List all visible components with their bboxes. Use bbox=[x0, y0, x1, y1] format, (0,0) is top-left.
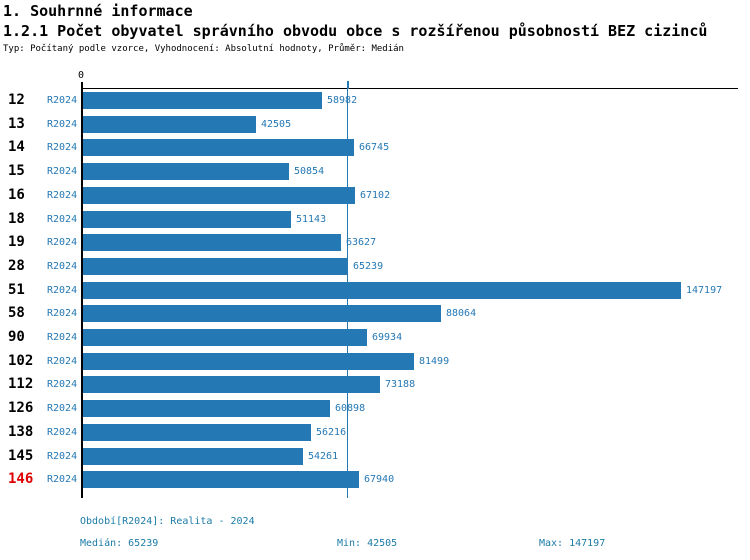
y-axis-line bbox=[81, 88, 83, 498]
row-series-label: R2024 bbox=[47, 95, 78, 106]
x-axis-zero-label: 0 bbox=[78, 70, 85, 81]
bar bbox=[83, 139, 354, 157]
row-category-label: 51 bbox=[8, 281, 25, 298]
row-category-label: 15 bbox=[8, 163, 25, 180]
row-series-label: R2024 bbox=[47, 142, 78, 154]
row-category-label: 14 bbox=[8, 139, 25, 156]
bar-value-label: 67102 bbox=[360, 189, 391, 201]
row-category-label: 126 bbox=[8, 400, 34, 417]
bar-value-label: 50854 bbox=[294, 166, 325, 178]
bar-value-label: 56216 bbox=[316, 426, 347, 438]
bar bbox=[83, 210, 291, 228]
bar-value-label: 42505 bbox=[261, 118, 292, 130]
bar bbox=[83, 471, 359, 489]
bar bbox=[83, 281, 681, 299]
row-category-label: 90 bbox=[8, 329, 25, 345]
bar-value-label: 65239 bbox=[353, 260, 384, 272]
row-category-label: 13 bbox=[8, 115, 25, 132]
row-series-label: R2024 bbox=[47, 426, 78, 438]
row-category-label: 19 bbox=[8, 234, 25, 251]
bar bbox=[83, 234, 341, 252]
row-series-label: R2024 bbox=[47, 189, 78, 201]
row-series-label: R2024 bbox=[47, 166, 78, 178]
bar bbox=[83, 376, 380, 394]
bar-value-label: 63627 bbox=[346, 237, 377, 249]
row-series-label: R2024 bbox=[47, 308, 78, 320]
bar bbox=[83, 305, 441, 323]
row-category-label: 58 bbox=[8, 305, 25, 322]
row-series-label: R2024 bbox=[47, 284, 78, 296]
row-category-label: 12 bbox=[8, 92, 25, 108]
bar-value-label: 69934 bbox=[372, 332, 403, 343]
row-category-label: 16 bbox=[8, 186, 25, 203]
row-series-label: R2024 bbox=[47, 213, 78, 225]
bar-value-label: 51143 bbox=[296, 213, 327, 225]
row-series-label: R2024 bbox=[47, 450, 78, 462]
row-series-label: R2024 bbox=[47, 379, 78, 391]
bar-value-label: 58982 bbox=[327, 95, 358, 106]
footer-max-stat: Max: 147197 bbox=[539, 538, 606, 549]
footer-min-stat: Min: 42505 bbox=[337, 538, 398, 549]
bar-value-label: 73188 bbox=[385, 379, 416, 391]
row-series-label: R2024 bbox=[47, 403, 78, 415]
bar-value-label: 60898 bbox=[335, 403, 366, 415]
bar-value-label: 54261 bbox=[308, 450, 339, 462]
row-series-label: R2024 bbox=[47, 237, 78, 249]
bar bbox=[83, 186, 355, 204]
bar bbox=[83, 115, 256, 133]
row-category-label: 138 bbox=[8, 423, 34, 440]
row-category-label: 18 bbox=[8, 210, 25, 227]
row-series-label: R2024 bbox=[47, 355, 78, 367]
footer-median-stat: Medián: 65239 bbox=[80, 538, 159, 549]
bar bbox=[83, 447, 303, 465]
bar bbox=[83, 92, 322, 109]
x-axis-line bbox=[82, 88, 738, 89]
row-series-label: R2024 bbox=[47, 474, 78, 486]
row-category-label: 28 bbox=[8, 257, 25, 274]
bar bbox=[83, 400, 330, 418]
bar-value-label: 67940 bbox=[364, 474, 395, 486]
bar bbox=[83, 329, 367, 346]
bar bbox=[83, 352, 414, 370]
bar bbox=[83, 257, 348, 275]
row-category-label: 112 bbox=[8, 376, 34, 393]
row-category-label: 145 bbox=[8, 447, 34, 464]
bar bbox=[83, 163, 289, 181]
bar-value-label: 147197 bbox=[686, 284, 723, 296]
bar-value-label: 81499 bbox=[419, 355, 450, 367]
row-series-label: R2024 bbox=[47, 118, 78, 130]
footer-period: Období[R2024]: Realita - 2024 bbox=[80, 516, 255, 527]
report-section-title: 1. Souhrnné informace bbox=[3, 2, 193, 20]
row-series-label: R2024 bbox=[47, 260, 78, 272]
bar bbox=[83, 423, 311, 441]
row-series-label: R2024 bbox=[47, 332, 78, 343]
bar-value-label: 88064 bbox=[446, 308, 477, 320]
chart-subtitle: Typ: Počítaný podle vzorce, Vyhodnocení:… bbox=[3, 44, 404, 54]
row-category-label: 146 bbox=[8, 471, 34, 488]
median-tick bbox=[347, 81, 349, 89]
bar-value-label: 66745 bbox=[359, 142, 390, 154]
row-category-label: 102 bbox=[8, 352, 34, 369]
chart-title: 1.2.1 Počet obyvatel správního obvodu ob… bbox=[3, 22, 708, 40]
